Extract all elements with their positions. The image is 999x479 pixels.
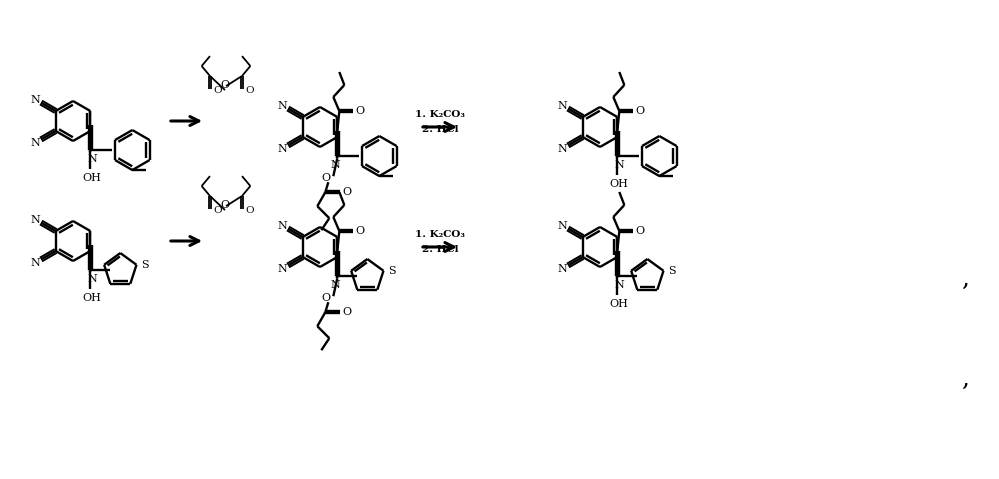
Text: N: N (557, 220, 567, 230)
Text: O: O (214, 205, 223, 215)
Text: N: N (31, 215, 41, 225)
Text: ,: , (961, 267, 969, 290)
Text: O: O (246, 85, 255, 94)
Text: N: N (88, 274, 97, 284)
Text: OH: OH (608, 179, 627, 189)
Text: O: O (343, 307, 352, 317)
Text: N: N (88, 154, 97, 164)
Text: S: S (141, 260, 148, 270)
Text: O: O (214, 85, 223, 94)
Text: 1. K₂CO₃: 1. K₂CO₃ (415, 110, 465, 118)
Text: O: O (635, 106, 645, 116)
Text: N: N (278, 101, 288, 111)
Text: ,: , (961, 367, 969, 390)
Text: O: O (246, 205, 255, 215)
Text: N: N (278, 144, 288, 153)
Text: S: S (667, 266, 675, 276)
Text: O: O (356, 226, 365, 236)
Text: N: N (557, 101, 567, 111)
Text: O: O (221, 80, 230, 90)
Text: N: N (31, 137, 41, 148)
Text: N: N (557, 144, 567, 153)
Text: N: N (331, 280, 341, 290)
Text: O: O (322, 293, 331, 303)
Text: OH: OH (608, 299, 627, 309)
Text: O: O (635, 226, 645, 236)
Text: 2. HCl: 2. HCl (422, 125, 459, 134)
Text: OH: OH (82, 293, 101, 303)
Text: N: N (557, 263, 567, 274)
Text: N: N (278, 263, 288, 274)
Text: N: N (614, 280, 624, 290)
Text: N: N (331, 160, 341, 170)
Text: O: O (356, 106, 365, 116)
Text: 2. HCl: 2. HCl (422, 244, 459, 253)
Text: S: S (388, 266, 396, 276)
Text: N: N (31, 258, 41, 267)
Text: N: N (31, 94, 41, 104)
Text: N: N (278, 220, 288, 230)
Text: OH: OH (82, 173, 101, 183)
Text: O: O (221, 200, 230, 210)
Text: 1. K₂CO₃: 1. K₂CO₃ (415, 229, 465, 239)
Text: O: O (343, 187, 352, 197)
Text: O: O (322, 173, 331, 183)
Text: N: N (614, 160, 624, 170)
